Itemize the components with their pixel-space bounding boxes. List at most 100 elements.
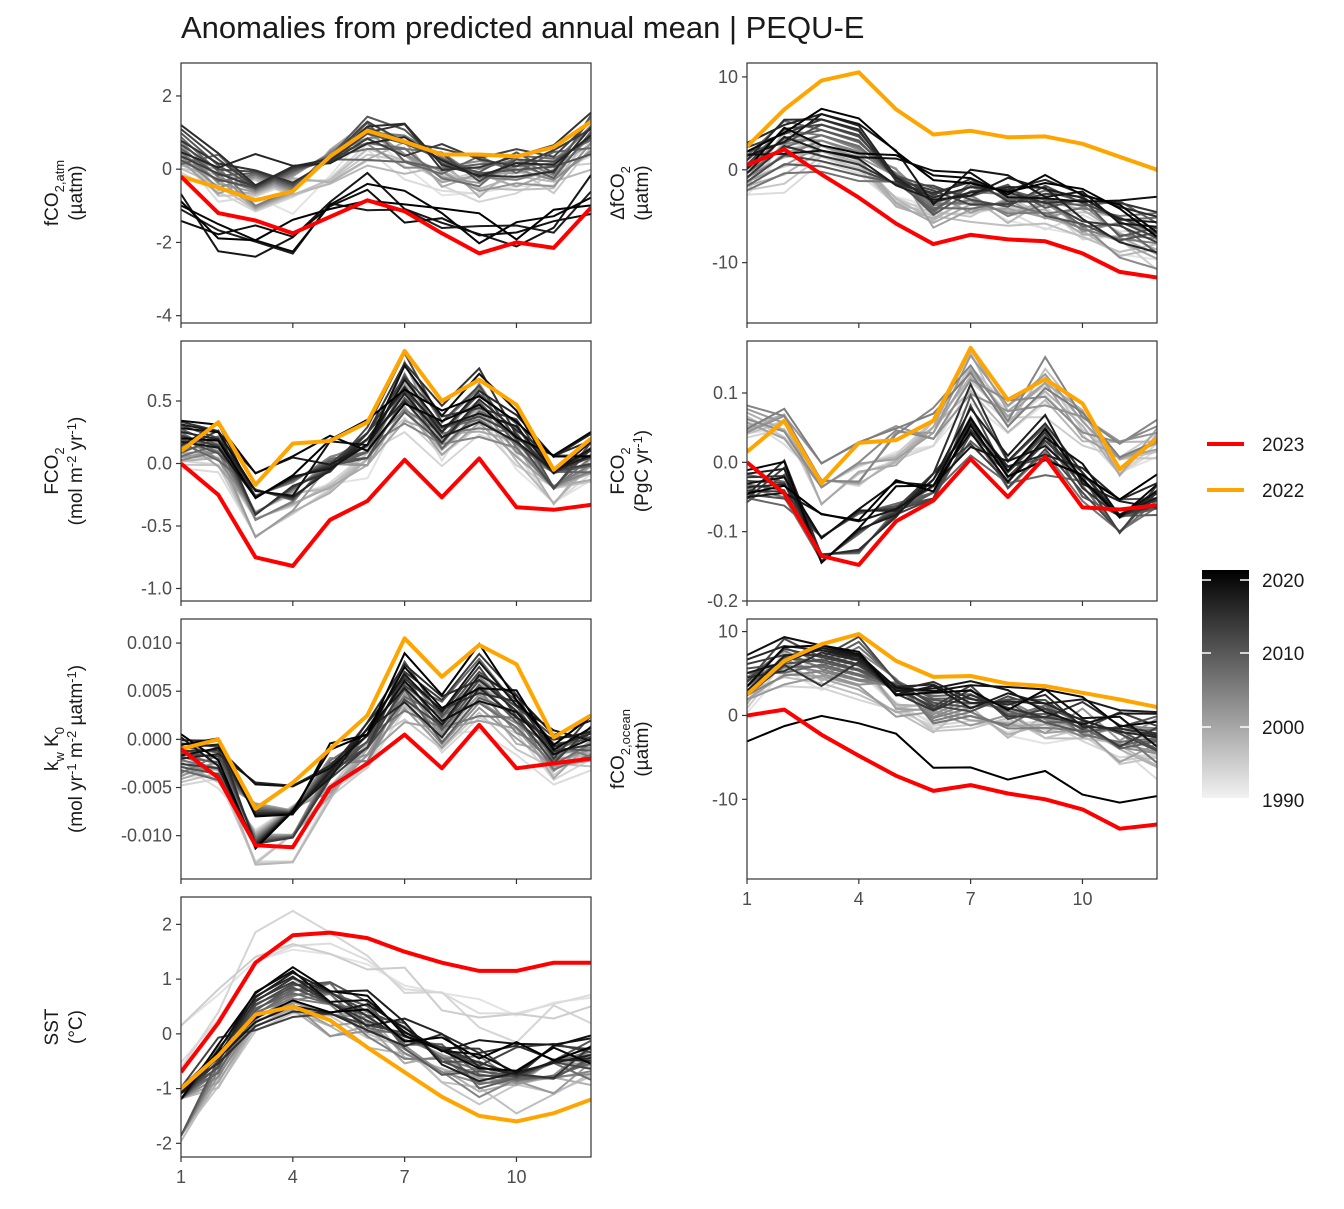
y-tick-label: -4 xyxy=(156,306,172,326)
y-tick-label: 0.0 xyxy=(147,454,172,474)
series-line-2022 xyxy=(181,349,591,487)
series-line-2022 xyxy=(747,632,1157,710)
y-tick-label: 2 xyxy=(162,914,172,934)
x-tick-label: 1 xyxy=(742,889,752,909)
historical-years-fco2_flux_total xyxy=(747,346,1157,565)
panel-border xyxy=(180,340,592,602)
series-line-1998 xyxy=(747,144,1157,256)
series-line-2018 xyxy=(747,646,1157,726)
y-tick-label: 0.5 xyxy=(147,391,172,411)
series-line-2011 xyxy=(181,982,591,1100)
y-axis-label: kw K0 xyxy=(42,727,67,771)
chart-title: Anomalies from predicted annual mean | P… xyxy=(181,10,865,45)
series-line-2022 xyxy=(747,345,1157,486)
colorbar-label-2010: 2010 xyxy=(1262,644,1304,665)
y-tick-label: -10 xyxy=(712,789,738,809)
y-axis-label: ΔfCO2 xyxy=(608,166,633,220)
panel-fco2_atm: 2 0 -2 -4 fCO2,atm (µatm) xyxy=(42,62,592,328)
series-line-1995 xyxy=(181,130,591,212)
series-line-2019 xyxy=(747,636,1157,748)
series-line-2023 xyxy=(181,456,591,568)
panel-border xyxy=(746,62,1158,324)
y-tick-label: 1 xyxy=(162,969,172,989)
series-line-2015 xyxy=(181,122,591,187)
series-line-2012 xyxy=(181,120,591,188)
series-line-2014 xyxy=(181,977,591,1100)
y-axis-unit: (PgC yr-1) xyxy=(630,430,653,512)
series-line-2010 xyxy=(181,132,591,190)
series-line-1997 xyxy=(181,140,591,199)
series-line-1994 xyxy=(181,146,591,197)
panel-fco2_flux_area: 0.5 0.0 -0.5 -1.0 FCO2(mol m-2 yr-1) xyxy=(42,340,592,606)
y-tick-label: -2 xyxy=(156,1133,172,1153)
y-tick-label: -0.1 xyxy=(707,522,738,542)
series-line-1992 xyxy=(747,685,1157,759)
series-line-2023 xyxy=(181,930,591,1074)
series-line-2004 xyxy=(747,371,1157,465)
y-axis-unit: (µatm) xyxy=(632,721,653,776)
y-tick-label: 0.010 xyxy=(127,633,172,653)
y-axis-unit: (µatm) xyxy=(632,165,653,220)
y-tick-label: -10 xyxy=(712,253,738,273)
y-tick-label: -1 xyxy=(156,1079,172,1099)
series-line-2023 xyxy=(747,454,1157,567)
series-line-1993 xyxy=(181,943,591,1027)
series-line-2020 xyxy=(181,402,591,475)
y-tick-label: 0 xyxy=(728,705,738,725)
legend-label-2023: 2023 xyxy=(1262,435,1304,456)
panel-border xyxy=(180,896,592,1158)
y-axis-label: fCO2,ocean xyxy=(608,709,633,789)
y-axis-unit: (mol m-2 yr-1) xyxy=(64,417,87,526)
y-tick-label: -1.0 xyxy=(141,579,172,599)
series-line-1992 xyxy=(181,693,591,864)
series-line-2022 xyxy=(181,119,591,203)
series-line-2008 xyxy=(181,121,591,188)
series-line-2022 xyxy=(181,636,591,811)
series-line-2020 xyxy=(181,965,591,1100)
y-tick-label: 10 xyxy=(718,622,738,642)
y-axis-unit: (mol yr-1 m-2 µatm-1) xyxy=(64,665,87,833)
y-tick-label: -0.010 xyxy=(121,826,172,846)
x-tick-label: 1 xyxy=(176,1167,186,1187)
y-tick-label: 0 xyxy=(162,1024,172,1044)
series-line-2020 xyxy=(747,126,1157,234)
y-tick-label: 0 xyxy=(162,159,172,179)
series-line-2002 xyxy=(181,143,591,192)
panel-border xyxy=(746,340,1158,602)
series-line-2021 xyxy=(181,388,591,500)
x-tick-label: 7 xyxy=(400,1167,410,1187)
panel-border xyxy=(180,618,592,880)
panel-dfco2: 10 0 -10 ΔfCO2 (µatm) xyxy=(608,62,1158,328)
colorbar-label-2020: 2020 xyxy=(1262,571,1304,592)
series-line-2021 xyxy=(747,423,1157,522)
series-line-2015 xyxy=(747,651,1157,737)
y-axis-label: FCO2 xyxy=(608,447,633,494)
series-line-2023 xyxy=(747,707,1157,831)
series-line-2023 xyxy=(181,722,591,850)
series-line-2021 xyxy=(181,199,591,242)
series-line-2017 xyxy=(181,971,591,1100)
x-tick-label: 10 xyxy=(1072,889,1092,909)
y-tick-label: 0.0 xyxy=(713,452,738,472)
y-tick-label: 2 xyxy=(162,86,172,106)
y-tick-label: -2 xyxy=(156,232,172,252)
y-tick-label: 0 xyxy=(728,160,738,180)
x-tick-label: 4 xyxy=(854,889,864,909)
y-axis-unit: (°C) xyxy=(66,1010,87,1044)
series-line-2021 xyxy=(747,714,1157,804)
series-line-2020 xyxy=(181,182,591,253)
panel-fco2_ocean: 10 0 -10 1 4 7 10 fCO2,ocean (µatm) xyxy=(608,618,1158,909)
y-tick-label: 10 xyxy=(718,67,738,87)
series-line-2016 xyxy=(181,134,591,178)
colorbar xyxy=(1202,570,1249,798)
y-tick-label: -0.5 xyxy=(141,516,172,536)
y-tick-label: 0.005 xyxy=(127,681,172,701)
series-line-2021 xyxy=(747,107,1157,238)
colorbar-label-2000: 2000 xyxy=(1262,718,1304,739)
y-axis-label: fCO2,atm xyxy=(42,160,67,226)
series-line-1992 xyxy=(181,909,591,1069)
series-line-2023 xyxy=(747,147,1157,280)
